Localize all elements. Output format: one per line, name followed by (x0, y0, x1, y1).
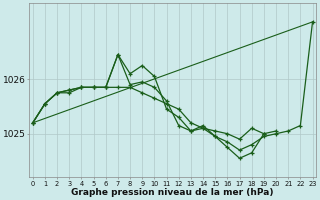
X-axis label: Graphe pression niveau de la mer (hPa): Graphe pression niveau de la mer (hPa) (71, 188, 274, 197)
